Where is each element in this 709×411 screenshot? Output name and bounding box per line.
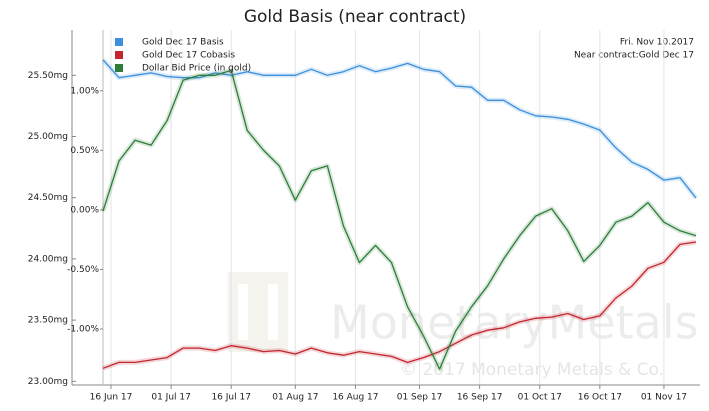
- y-tick-label: 1.00%: [70, 86, 99, 96]
- chart-title: Gold Basis (near contract): [244, 7, 466, 27]
- line: [102, 241, 697, 369]
- legend-label: Gold Dec 17 Basis: [142, 38, 224, 48]
- x-tick-label: 01 Sep 17: [397, 393, 443, 403]
- legend-swatch: [115, 64, 123, 72]
- y-tick-label: 0.00%: [70, 205, 99, 215]
- y2-tick-label: 23.00mg: [28, 377, 68, 387]
- x-tick-label: 16 Sep 17: [457, 393, 503, 403]
- y2-tick-label: 24.00mg: [28, 254, 68, 264]
- y-tick-label: -0.50%: [67, 265, 99, 275]
- annotation: Near contract:Gold Dec 17: [574, 51, 694, 61]
- y2-tick-label: 25.00mg: [28, 132, 68, 142]
- legend-label: Gold Dec 17 Cobasis: [142, 51, 235, 61]
- x-tick-label: 01 Nov 17: [641, 393, 687, 403]
- line: [102, 59, 697, 199]
- legend-swatch: [115, 38, 123, 46]
- y2-tick-label: 25.50mg: [28, 71, 68, 81]
- annotation: Fri. Nov 10.2017: [620, 38, 694, 48]
- x-tick-label: 01 Aug 17: [272, 393, 318, 403]
- y2-tick-label: 23.50mg: [28, 316, 68, 326]
- watermark-logo: [228, 272, 288, 352]
- y-tick-label: -1.00%: [67, 325, 99, 335]
- x-tick-label: 01 Jul 17: [151, 393, 191, 403]
- y-tick-label: 0.50%: [70, 146, 99, 156]
- watermark: © 2017 Monetary Metals & Co.: [400, 360, 664, 380]
- legend-label: Dollar Bid Price (in gold): [142, 64, 251, 74]
- line: [102, 69, 697, 370]
- watermark: MonetaryMetals: [330, 296, 699, 350]
- y2-tick-label: 24.50mg: [28, 193, 68, 203]
- x-tick-label: 01 Oct 17: [518, 393, 562, 403]
- legend-swatch: [115, 51, 123, 59]
- x-tick-label: 16 Jul 17: [211, 393, 251, 403]
- x-tick-label: 16 Oct 17: [578, 393, 622, 403]
- x-tick-label: 16 Aug 17: [332, 393, 378, 403]
- x-tick-label: 16 Jun 17: [90, 393, 133, 403]
